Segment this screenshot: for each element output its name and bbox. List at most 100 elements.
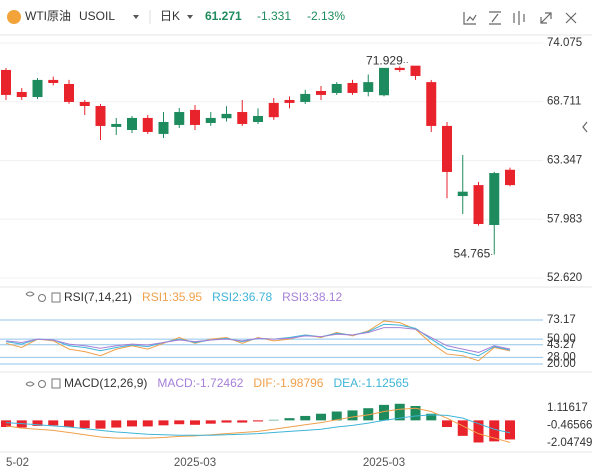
legend-value: -1.12565 <box>361 376 409 390</box>
candle-body <box>300 93 311 102</box>
y-tick-label: 28.00 <box>547 351 576 363</box>
visibility-icon[interactable] <box>25 291 35 297</box>
macd-bar <box>127 420 137 427</box>
candle-body <box>284 99 295 103</box>
legend-name: DEA: <box>333 376 361 390</box>
legend-name: RSI1: <box>142 290 172 304</box>
candle-body <box>316 90 326 95</box>
settings-icon[interactable] <box>38 380 46 388</box>
macd-bar <box>473 420 484 443</box>
candle-body <box>253 115 263 122</box>
x-tick-label: 2025-03 <box>174 457 216 469</box>
y-tick-label: 57.983 <box>547 213 582 225</box>
candle-body <box>158 121 169 134</box>
macd-bar <box>158 420 169 426</box>
candle-body <box>95 105 106 126</box>
candle-body <box>190 109 200 125</box>
candle-body <box>111 123 122 127</box>
y-tick-label: 74.075 <box>547 37 582 49</box>
candle-body <box>379 67 389 96</box>
y-tick-label: -2.04749 <box>547 437 592 449</box>
macd-bar <box>316 413 326 421</box>
candle-body <box>174 112 185 125</box>
candle-body <box>505 169 515 186</box>
candle-body <box>1 69 11 95</box>
macd-bar <box>174 420 185 425</box>
macd-bar <box>190 420 200 425</box>
y-tick-label: -0.46566 <box>547 420 592 432</box>
y-tick-label: 68.711 <box>547 96 581 108</box>
indicator-button[interactable] <box>463 12 477 25</box>
close-button[interactable] <box>565 12 577 24</box>
settings-icon[interactable] <box>38 294 46 302</box>
candle-body <box>410 65 421 76</box>
macd-bar <box>363 408 374 421</box>
indicator-line <box>5 320 511 362</box>
macd-bar <box>489 420 500 442</box>
macd-bar <box>253 420 263 422</box>
collapse-button[interactable] <box>582 121 588 133</box>
symbol[interactable]: USOIL <box>79 9 115 23</box>
macd-bar <box>284 418 295 421</box>
candle-body <box>268 102 279 118</box>
candle-body <box>205 117 216 123</box>
candle-body <box>221 113 232 119</box>
candle-body <box>363 82 374 92</box>
dropdown-arrow[interactable] <box>133 15 139 19</box>
macd-bar <box>426 413 437 421</box>
y-tick-label: 1.11617 <box>547 402 588 414</box>
y-tick-label: 52.620 <box>547 272 582 284</box>
candle-body <box>331 83 342 93</box>
menu-icon[interactable] <box>51 378 61 389</box>
candle-body <box>142 117 153 132</box>
logo <box>7 10 21 24</box>
y-tick-label: 20.00 <box>547 358 576 370</box>
candle-body <box>16 91 27 98</box>
indicator-line <box>5 414 511 436</box>
x-tick-label: 2025-03 <box>363 457 405 469</box>
macd-bar <box>300 415 311 421</box>
legend-name: MACD: <box>157 376 196 390</box>
indicator-line <box>5 407 511 443</box>
candle-body <box>394 67 405 71</box>
macd-bar <box>237 420 248 423</box>
period[interactable]: 日K <box>160 9 180 23</box>
draw-button[interactable] <box>489 11 501 25</box>
candle-body <box>64 83 74 102</box>
fullscreen-button[interactable] <box>540 12 552 24</box>
macd-bar <box>221 420 232 423</box>
candle-body <box>489 173 500 225</box>
annotation: 71.929 <box>366 54 403 68</box>
instrument-name: WTI原油 <box>25 9 71 23</box>
macd-bar <box>457 420 468 436</box>
candle-body <box>32 79 43 98</box>
indicator-line <box>5 327 511 353</box>
candle-body <box>457 191 468 197</box>
dropdown-arrow[interactable] <box>187 15 193 19</box>
macd-bar <box>205 420 216 424</box>
legend-value: 35.95 <box>172 290 202 304</box>
legend-name: RSI2: <box>212 290 242 304</box>
legend-value: -1.72462 <box>196 376 244 390</box>
candle-body <box>473 185 484 224</box>
macd-bar <box>1 420 11 428</box>
macd-bar <box>111 420 122 428</box>
y-tick-label: 73.17 <box>547 314 576 326</box>
candle-body <box>442 125 452 172</box>
menu-icon[interactable] <box>51 292 61 303</box>
candle-body <box>48 79 59 83</box>
macd-bar <box>48 420 59 426</box>
style-button[interactable] <box>513 11 525 25</box>
legend-value: 38.12 <box>312 290 342 304</box>
legend-name: DIF: <box>253 376 276 390</box>
macd-bar <box>347 410 358 421</box>
macd-bar <box>64 420 74 428</box>
macd-bar <box>79 420 90 429</box>
panel-title: MACD(12,26,9) <box>64 376 147 390</box>
change: -1.331 <box>257 9 291 23</box>
annotation: 54.765 <box>454 247 491 261</box>
legend-value: 36.78 <box>242 290 272 304</box>
macd-bar <box>505 420 515 440</box>
visibility-icon[interactable] <box>25 381 35 387</box>
